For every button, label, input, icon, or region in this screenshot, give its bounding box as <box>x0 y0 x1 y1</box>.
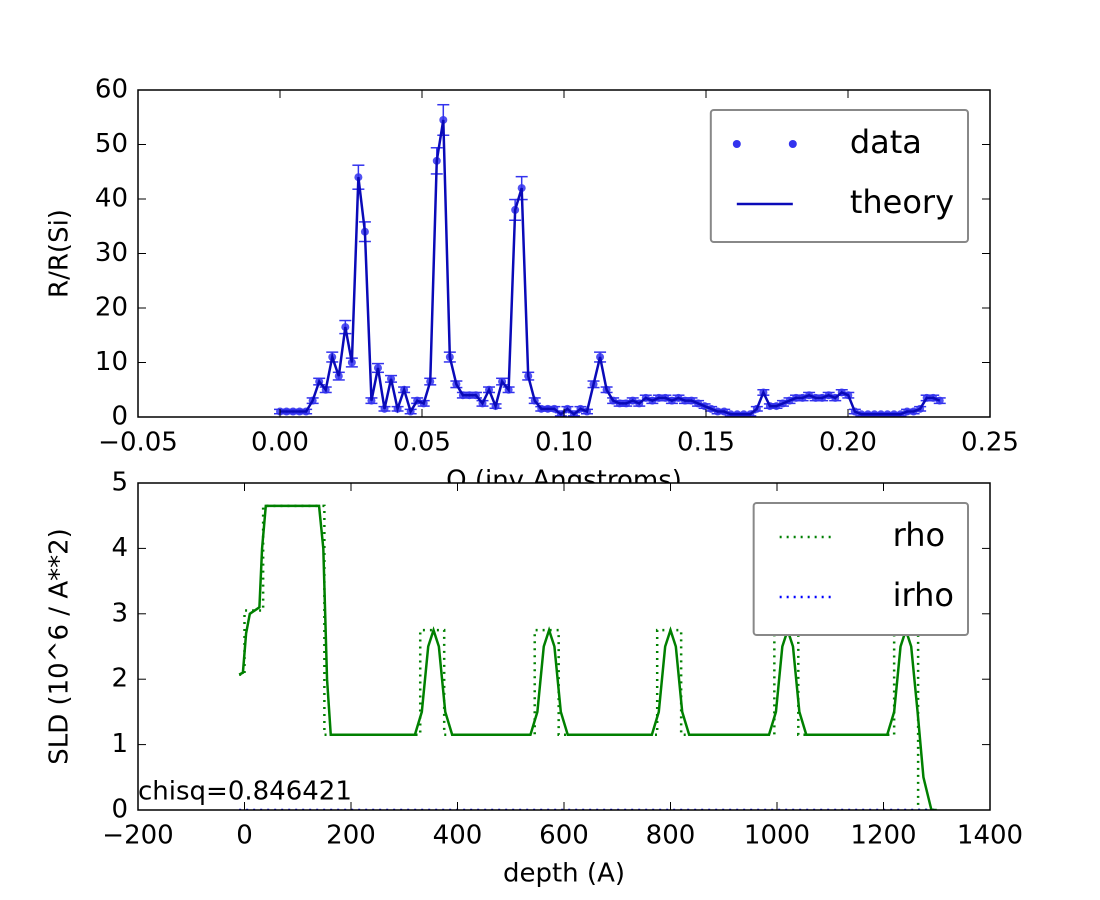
y-tick-label: 3 <box>111 598 128 628</box>
y-tick-label: 4 <box>111 533 128 563</box>
x-tick-label: 0 <box>236 821 253 851</box>
x-tick-label: −0.05 <box>98 428 178 458</box>
x-tick-label: 1400 <box>957 821 1023 851</box>
x-tick-label: 1000 <box>744 821 810 851</box>
series-line <box>280 119 941 416</box>
legend-box <box>752 502 969 636</box>
y-axis-label: SLD (10^6 / A**2) <box>45 528 75 765</box>
x-tick-label: 600 <box>539 821 589 851</box>
legend-label: theory <box>850 183 954 221</box>
y-tick-label: 2 <box>111 664 128 694</box>
plot-series <box>274 103 946 417</box>
legend-swatch <box>732 140 741 148</box>
plot-frame <box>137 89 991 418</box>
y-tick-label: 0 <box>111 402 128 432</box>
legend-label: data <box>850 123 922 161</box>
legend-label: irho <box>893 576 954 614</box>
y-tick-label: 10 <box>95 347 128 377</box>
x-tick-label: 400 <box>433 821 483 851</box>
y-tick-label: 1 <box>111 729 128 759</box>
x-axis-label: depth (A) <box>503 859 625 889</box>
plot-frame <box>137 482 991 811</box>
legend-label: rho <box>893 516 945 554</box>
y-tick-label: 0 <box>111 795 128 825</box>
legend-box <box>709 109 969 243</box>
x-tick-label: 0.25 <box>961 428 1019 458</box>
x-tick-label: 200 <box>326 821 376 851</box>
x-tick-label: 800 <box>646 821 696 851</box>
y-tick-label: 60 <box>95 75 128 105</box>
legend-swatch <box>788 140 797 148</box>
y-tick-label: 20 <box>95 293 128 323</box>
x-tick-label: −200 <box>102 821 173 851</box>
x-tick-label: 0.05 <box>393 428 451 458</box>
x-tick-label: 0.20 <box>819 428 877 458</box>
y-tick-label: 5 <box>111 468 128 498</box>
x-tick-label: 0.15 <box>677 428 735 458</box>
series-line <box>238 504 937 810</box>
annotation: chisq=0.846421 <box>138 777 352 807</box>
plot-series <box>238 504 937 810</box>
y-axis-label: R/R(Si) <box>45 209 75 298</box>
y-tick-label: 40 <box>95 184 128 214</box>
x-tick-label: 0.00 <box>251 428 309 458</box>
x-tick-label: 1200 <box>850 821 916 851</box>
y-tick-label: 30 <box>95 238 128 268</box>
y-tick-label: 50 <box>95 129 128 159</box>
x-tick-label: 0.10 <box>535 428 593 458</box>
